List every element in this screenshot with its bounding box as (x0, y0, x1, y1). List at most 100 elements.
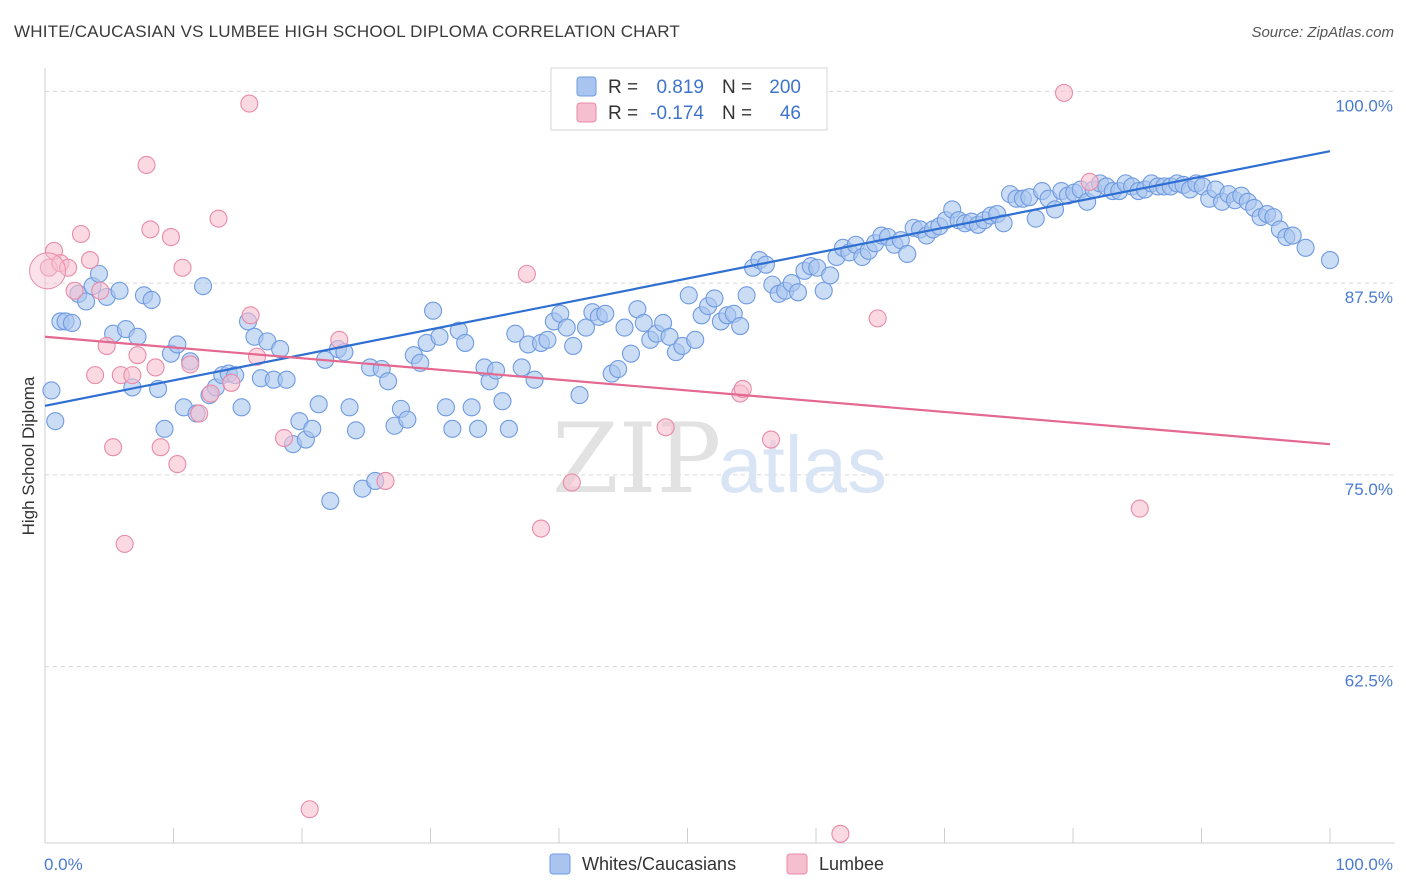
point-lumbee (80, 251, 100, 270)
point-whites-caucasians (309, 395, 328, 414)
point-whites-caucasians (110, 281, 129, 300)
point-whites-caucasians (142, 290, 161, 310)
point-whites-caucasians (660, 327, 679, 346)
watermark-zip: ZIP (552, 403, 721, 515)
point-lumbee (300, 800, 319, 819)
legend-n-label-blue: N = (722, 77, 752, 98)
point-whites-caucasians (576, 318, 596, 337)
point-whites-caucasians (430, 327, 449, 346)
point-whites-caucasians (456, 333, 475, 352)
point-whites-caucasians (168, 335, 187, 354)
legend-n-value-blue: 200 (769, 77, 801, 98)
point-whites-caucasians (42, 381, 61, 400)
point-lumbee (247, 347, 267, 366)
point-whites-caucasians (731, 316, 750, 336)
point-whites-caucasians (570, 386, 589, 405)
point-whites-caucasians (499, 419, 518, 438)
point-lumbee (831, 824, 850, 843)
legend: R = 0.819 N = 200 R = -0.174 N = 46 (550, 67, 828, 131)
point-whites-caucasians (898, 244, 917, 263)
point-whites-caucasians (379, 372, 398, 391)
point-whites-caucasians (443, 419, 462, 438)
watermark-atlas: atlas (718, 420, 887, 509)
y-axis-label: High School Diploma (19, 376, 38, 535)
point-whites-caucasians (340, 398, 359, 417)
point-lumbee (376, 471, 395, 491)
point-lumbee (91, 281, 110, 300)
axes (44, 68, 1395, 844)
point-lumbee (173, 258, 192, 277)
series-whites-caucasians (42, 174, 1340, 510)
point-lumbee (241, 306, 260, 325)
point-lumbee (274, 428, 294, 448)
point-whites-caucasians (1320, 251, 1340, 270)
x-tick-label: 100.0% (1335, 855, 1393, 874)
point-whites-caucasians (346, 421, 366, 440)
point-whites-caucasians (564, 336, 583, 356)
point-lumbee (761, 430, 781, 449)
point-lumbee (733, 379, 752, 398)
point-lumbee (531, 519, 551, 538)
point-whites-caucasians (609, 359, 628, 379)
trend-lines (44, 150, 1331, 446)
point-lumbee (86, 366, 105, 385)
legend-r-value-blue: 0.819 (656, 77, 704, 98)
point-lumbee (29, 252, 67, 290)
point-lumbee (190, 404, 209, 423)
point-lumbee (71, 224, 91, 244)
legend-r-label-pink: R = (608, 103, 638, 124)
point-whites-caucasians (679, 286, 698, 305)
y-tick-label: 100.0% (1335, 96, 1393, 115)
point-lumbee (1080, 172, 1099, 191)
point-whites-caucasians (538, 330, 557, 349)
point-whites-caucasians (506, 324, 525, 343)
chart-title: WHITE/CAUCASIAN VS LUMBEE HIGH SCHOOL DI… (14, 22, 680, 41)
point-whites-caucasians (1283, 226, 1302, 245)
y-tick-label: 87.5% (1345, 288, 1393, 307)
point-whites-caucasians (128, 327, 147, 346)
point-whites-caucasians (686, 330, 705, 349)
point-lumbee (222, 373, 241, 392)
point-whites-caucasians (1296, 238, 1315, 257)
point-whites-caucasians (232, 398, 251, 417)
point-whites-caucasians (303, 419, 322, 438)
point-lumbee (1130, 499, 1149, 518)
point-whites-caucasians (321, 491, 340, 510)
point-whites-caucasians (525, 370, 544, 389)
watermark: ZIP atlas (552, 403, 887, 515)
point-whites-caucasians (77, 292, 96, 311)
point-whites-caucasians (512, 358, 531, 377)
point-lumbee (656, 418, 675, 437)
y-tick-label: 75.0% (1345, 480, 1393, 499)
point-whites-caucasians (1026, 209, 1045, 228)
series-lumbee (29, 83, 1149, 843)
trendline-lumbee (44, 335, 1331, 446)
point-lumbee (146, 358, 165, 377)
point-whites-caucasians (634, 313, 653, 333)
point-whites-caucasians (596, 304, 615, 323)
point-lumbee (868, 309, 887, 328)
bottom-legend-swatch-pink (786, 853, 808, 875)
point-whites-caucasians (493, 392, 512, 411)
point-lumbee (141, 220, 160, 239)
point-whites-caucasians (814, 281, 833, 300)
bottom-legend-label-pink: Lumbee (819, 854, 884, 874)
point-whites-caucasians (398, 410, 417, 429)
point-whites-caucasians (462, 398, 481, 417)
y-tick-label: 62.5% (1345, 672, 1393, 691)
point-whites-caucasians (788, 283, 808, 302)
point-lumbee (517, 264, 536, 283)
point-whites-caucasians (62, 313, 82, 333)
legend-swatch-pink (576, 102, 597, 123)
trendline-whites-caucasians (44, 150, 1331, 407)
legend-box (550, 67, 828, 131)
point-whites-caucasians (737, 286, 756, 305)
point-whites-caucasians (705, 289, 724, 308)
point-lumbee (168, 455, 187, 474)
source-label: Source: ZipAtlas.com (1251, 24, 1394, 41)
bottom-legend-swatch-blue (549, 853, 571, 875)
point-whites-caucasians (271, 340, 290, 359)
point-whites-caucasians (557, 318, 576, 337)
legend-swatch-blue (576, 76, 597, 97)
point-lumbee (201, 384, 220, 403)
